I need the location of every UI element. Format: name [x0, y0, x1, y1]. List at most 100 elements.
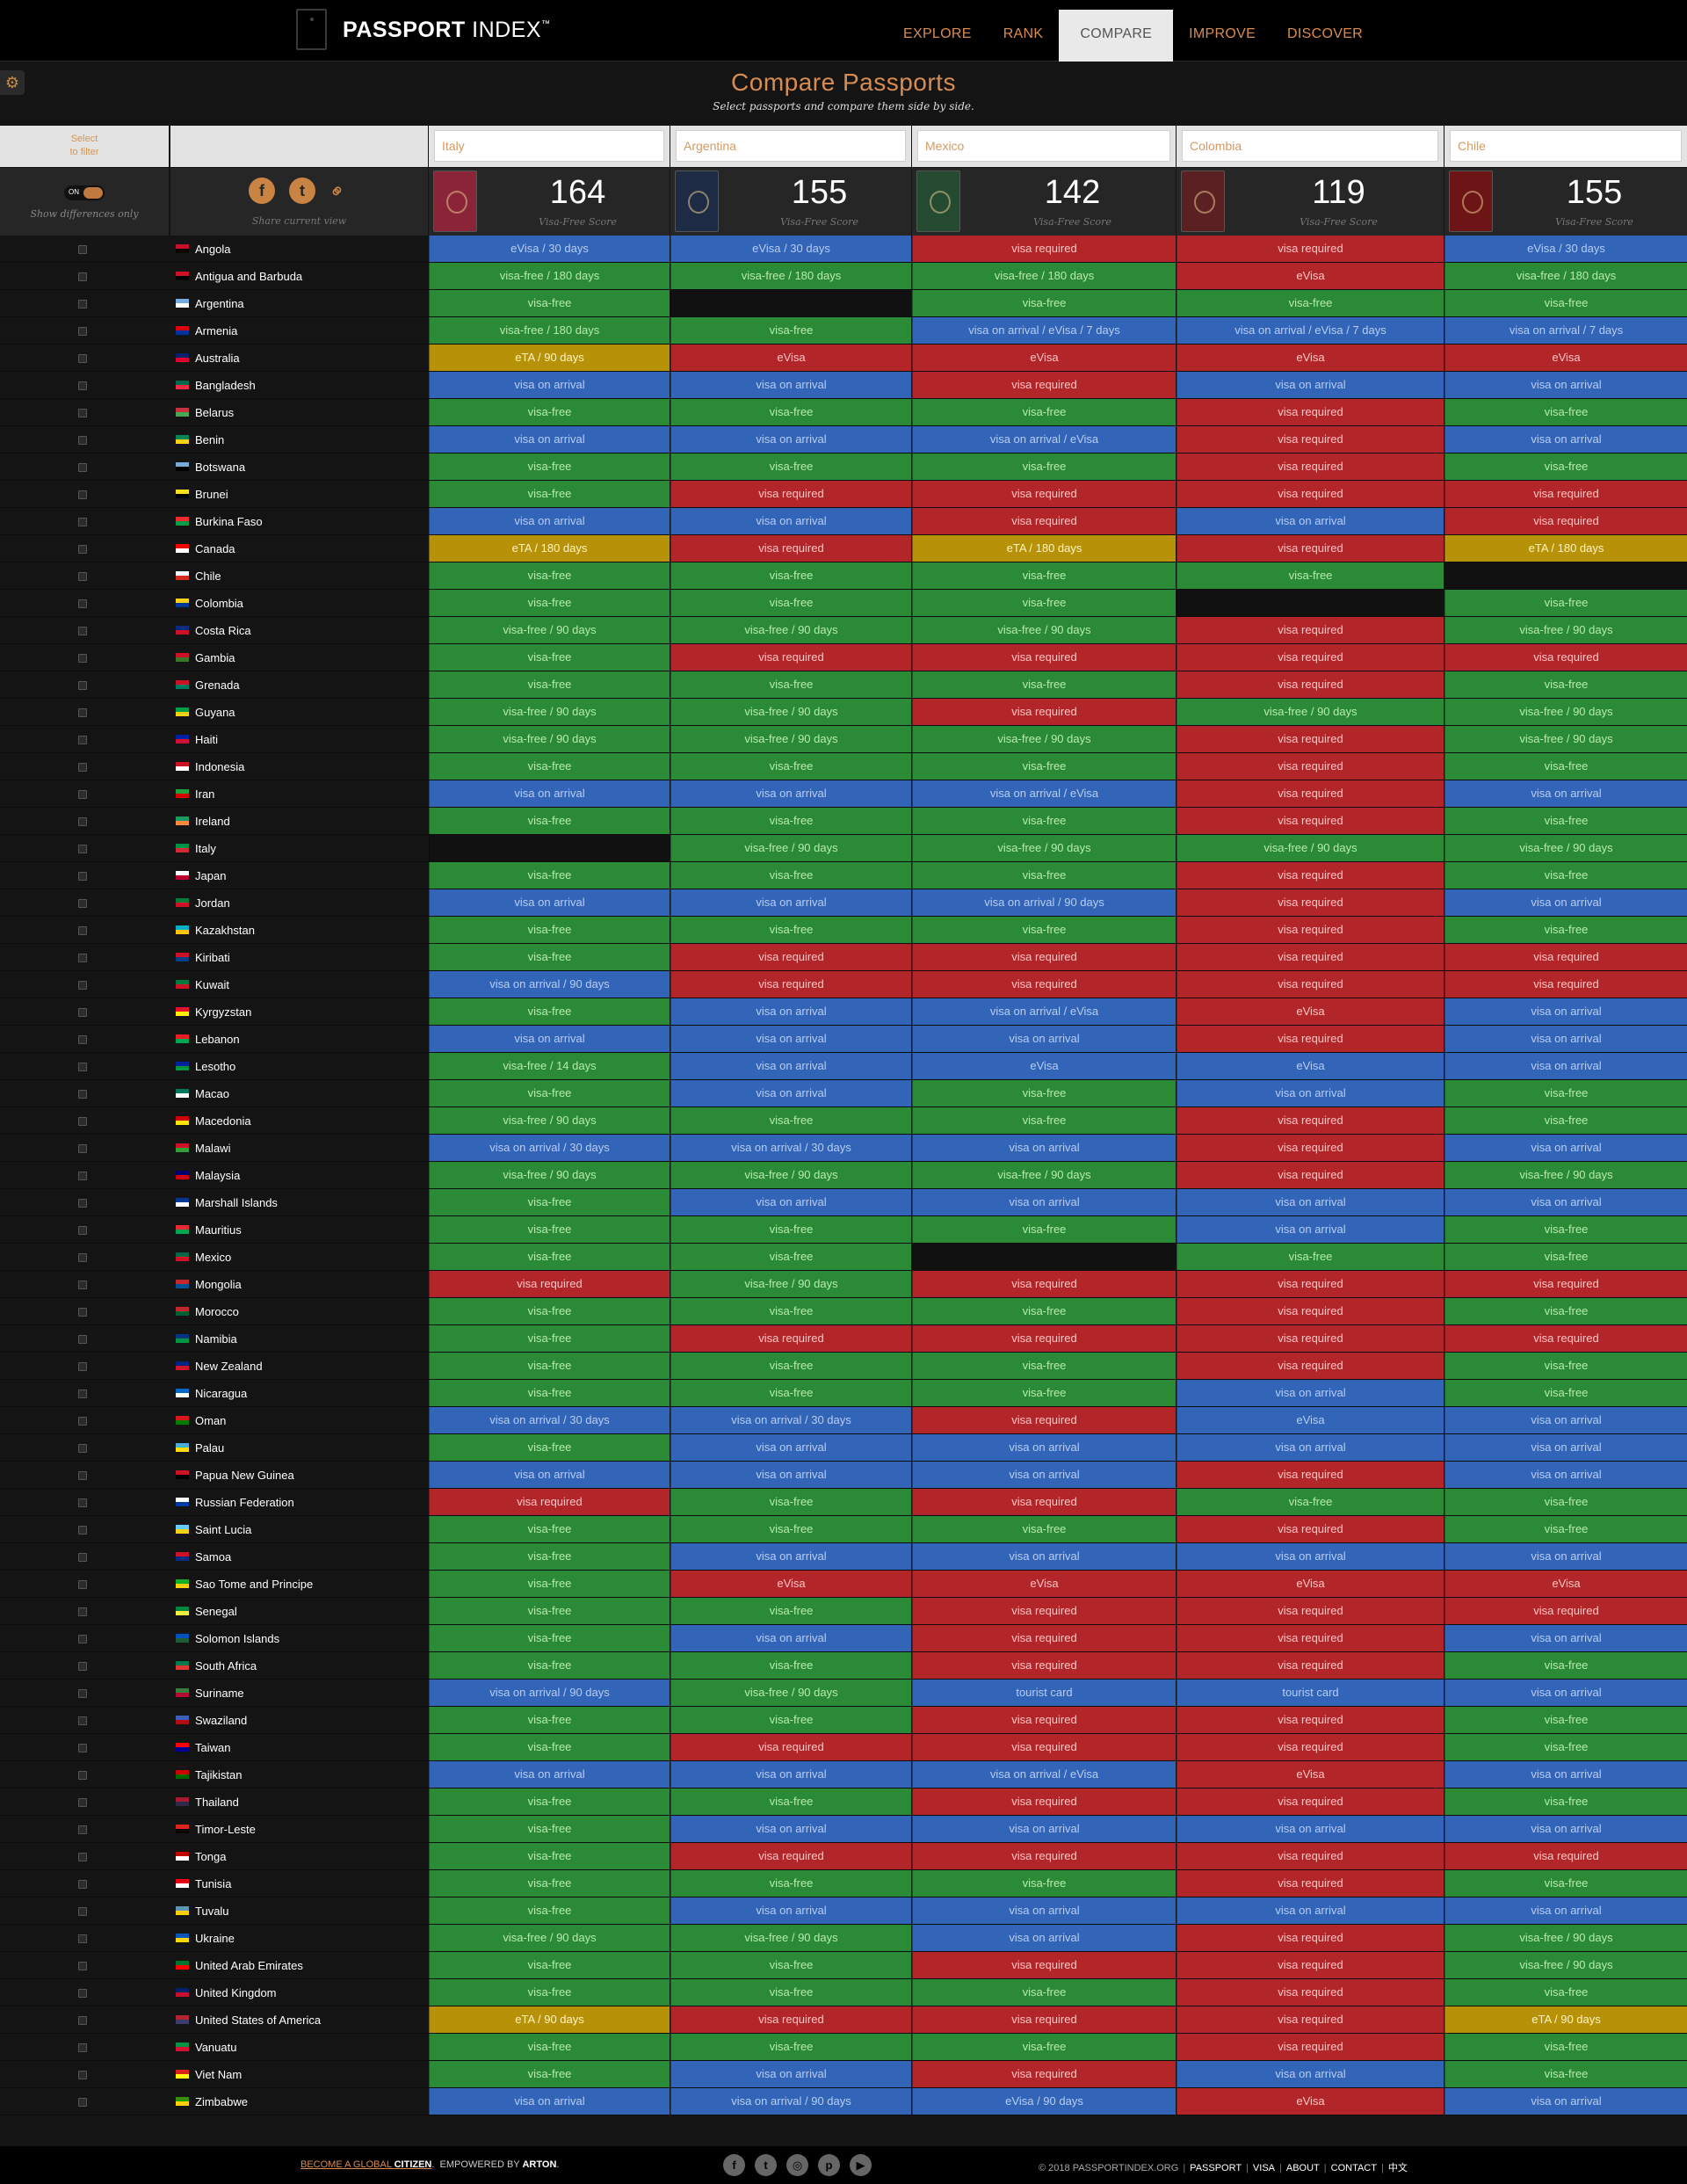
visa-status-cell[interactable]: eTA / 90 days [429, 345, 670, 371]
visa-status-cell[interactable]: visa-free [429, 644, 670, 671]
visa-status-cell[interactable]: visa-free [912, 808, 1176, 834]
visa-status-cell[interactable]: visa on arrival [912, 1816, 1176, 1842]
visa-status-cell[interactable]: visa on arrival / eVisa [912, 1761, 1176, 1788]
visa-status-cell[interactable]: visa required [670, 971, 911, 998]
visa-status-cell[interactable]: visa-free [429, 1652, 670, 1679]
visa-status-cell[interactable]: visa-free [1444, 1789, 1687, 1815]
visa-status-cell[interactable]: visa-free / 90 days [912, 617, 1176, 643]
visa-status-cell[interactable]: visa-free [670, 1353, 911, 1379]
row-checkbox[interactable] [78, 245, 87, 254]
visa-status-cell[interactable]: visa-free [912, 1979, 1176, 2006]
passport-cover-image[interactable] [1449, 171, 1493, 232]
visa-status-cell[interactable]: visa-free [1444, 753, 1687, 780]
row-checkbox[interactable] [78, 1008, 87, 1017]
visa-status-cell[interactable]: visa-free [670, 562, 911, 589]
visa-status-cell[interactable]: visa required [1177, 399, 1444, 425]
passport-select-input[interactable]: Chile [1450, 130, 1682, 162]
visa-status-cell[interactable]: visa required [912, 1652, 1176, 1679]
visa-status-cell[interactable]: eVisa [670, 345, 911, 371]
visa-status-cell[interactable]: visa required [1444, 644, 1687, 671]
visa-status-cell[interactable]: visa-free [429, 1216, 670, 1243]
visa-status-cell[interactable]: visa on arrival [1444, 998, 1687, 1025]
country-name[interactable]: Malaysia [195, 1169, 241, 1182]
arton-link[interactable]: ARTON [522, 2159, 557, 2170]
country-name[interactable]: Zimbabwe [195, 2095, 248, 2108]
row-checkbox[interactable] [78, 1526, 87, 1535]
visa-status-cell[interactable]: visa-free [429, 1598, 670, 1624]
visa-status-cell[interactable]: visa required [1177, 2006, 1444, 2033]
visa-status-cell[interactable]: visa required [1177, 753, 1444, 780]
country-name[interactable]: Mexico [195, 1251, 232, 1264]
visa-status-cell[interactable]: visa-free [429, 1298, 670, 1324]
visa-status-cell[interactable]: visa required [1444, 971, 1687, 998]
visa-status-cell[interactable]: visa-free / 90 days [912, 835, 1176, 861]
row-checkbox[interactable] [78, 300, 87, 308]
country-name[interactable]: Ireland [195, 815, 230, 828]
passport-select-input[interactable]: Colombia [1182, 130, 1438, 162]
visa-status-cell[interactable]: visa-free [912, 1516, 1176, 1542]
visa-status-cell[interactable]: visa required [1177, 2034, 1444, 2060]
country-name[interactable]: Russian Federation [195, 1496, 294, 1509]
visa-status-cell[interactable]: visa required [1177, 808, 1444, 834]
country-name[interactable]: Tonga [195, 1850, 227, 1863]
visa-status-cell[interactable]: visa on arrival [912, 1434, 1176, 1461]
nav-explore[interactable]: EXPLORE [903, 26, 972, 41]
row-checkbox[interactable] [78, 627, 87, 635]
country-name[interactable]: Palau [195, 1441, 225, 1455]
visa-status-cell[interactable]: visa on arrival [1444, 1026, 1687, 1052]
visa-status-cell[interactable]: visa required [912, 1325, 1176, 1352]
visa-status-cell[interactable]: visa-free [429, 481, 670, 507]
visa-status-cell[interactable]: visa on arrival [1444, 1407, 1687, 1433]
row-checkbox[interactable] [78, 899, 87, 908]
country-name[interactable]: Grenada [195, 678, 240, 692]
country-name[interactable]: Costa Rica [195, 624, 251, 637]
row-checkbox[interactable] [78, 1063, 87, 1071]
row-checkbox[interactable] [78, 1934, 87, 1943]
visa-status-cell[interactable]: visa-free [912, 1107, 1176, 1134]
visa-status-cell[interactable]: visa required [1177, 1925, 1444, 1951]
visa-status-cell[interactable]: visa required [1177, 481, 1444, 507]
visa-status-cell[interactable]: visa on arrival [1444, 889, 1687, 916]
visa-status-cell[interactable]: visa on arrival [912, 1897, 1176, 1924]
visa-status-cell[interactable]: eVisa [912, 345, 1176, 371]
visa-status-cell[interactable]: eTA / 90 days [1444, 2006, 1687, 2033]
visa-status-cell[interactable]: visa required [1177, 1516, 1444, 1542]
visa-status-cell[interactable]: visa-free [1444, 1979, 1687, 2006]
visa-status-cell[interactable]: visa-free / 180 days [912, 263, 1176, 289]
visa-status-cell[interactable]: visa-free [1444, 2034, 1687, 2060]
visa-status-cell[interactable]: visa on arrival [670, 1543, 911, 1570]
visa-status-cell[interactable]: visa required [1177, 1625, 1444, 1651]
row-checkbox[interactable] [78, 790, 87, 799]
visa-status-cell[interactable]: visa-free [1444, 453, 1687, 480]
visa-status-cell[interactable]: visa-free [670, 1216, 911, 1243]
visa-status-cell[interactable]: visa-free [429, 1325, 670, 1352]
visa-status-cell[interactable] [670, 290, 911, 316]
visa-status-cell[interactable]: visa on arrival [1444, 1462, 1687, 1488]
youtube-icon[interactable]: ▶ [850, 2154, 872, 2176]
visa-status-cell[interactable]: visa required [1444, 1843, 1687, 1869]
visa-status-cell[interactable]: visa required [912, 1952, 1176, 1978]
row-checkbox[interactable] [78, 490, 87, 499]
visa-status-cell[interactable]: visa-free / 90 days [670, 617, 911, 643]
country-name[interactable]: Ukraine [195, 1932, 235, 1945]
visa-status-cell[interactable]: visa on arrival [1444, 426, 1687, 453]
visa-status-cell[interactable]: visa-free [1444, 1652, 1687, 1679]
visa-status-cell[interactable]: visa required [1177, 1843, 1444, 1869]
visa-status-cell[interactable]: visa required [1177, 726, 1444, 752]
country-name[interactable]: New Zealand [195, 1360, 263, 1373]
row-checkbox[interactable] [78, 1635, 87, 1643]
visa-status-cell[interactable]: visa-free [670, 399, 911, 425]
visa-status-cell[interactable]: eVisa [1177, 998, 1444, 1025]
visa-status-cell[interactable]: visa-free [670, 1707, 911, 1733]
visa-status-cell[interactable]: visa-free [429, 290, 670, 316]
row-checkbox[interactable] [78, 2071, 87, 2079]
country-name[interactable]: Armenia [195, 324, 238, 337]
visa-status-cell[interactable]: visa required [1444, 1598, 1687, 1624]
visa-status-cell[interactable]: visa-free [429, 1571, 670, 1597]
row-checkbox[interactable] [78, 1335, 87, 1344]
visa-status-cell[interactable]: visa required [1177, 1652, 1444, 1679]
row-checkbox[interactable] [78, 1607, 87, 1616]
row-checkbox[interactable] [78, 1417, 87, 1426]
visa-status-cell[interactable]: visa on arrival [1444, 1816, 1687, 1842]
visa-status-cell[interactable]: visa-free [1444, 1734, 1687, 1760]
